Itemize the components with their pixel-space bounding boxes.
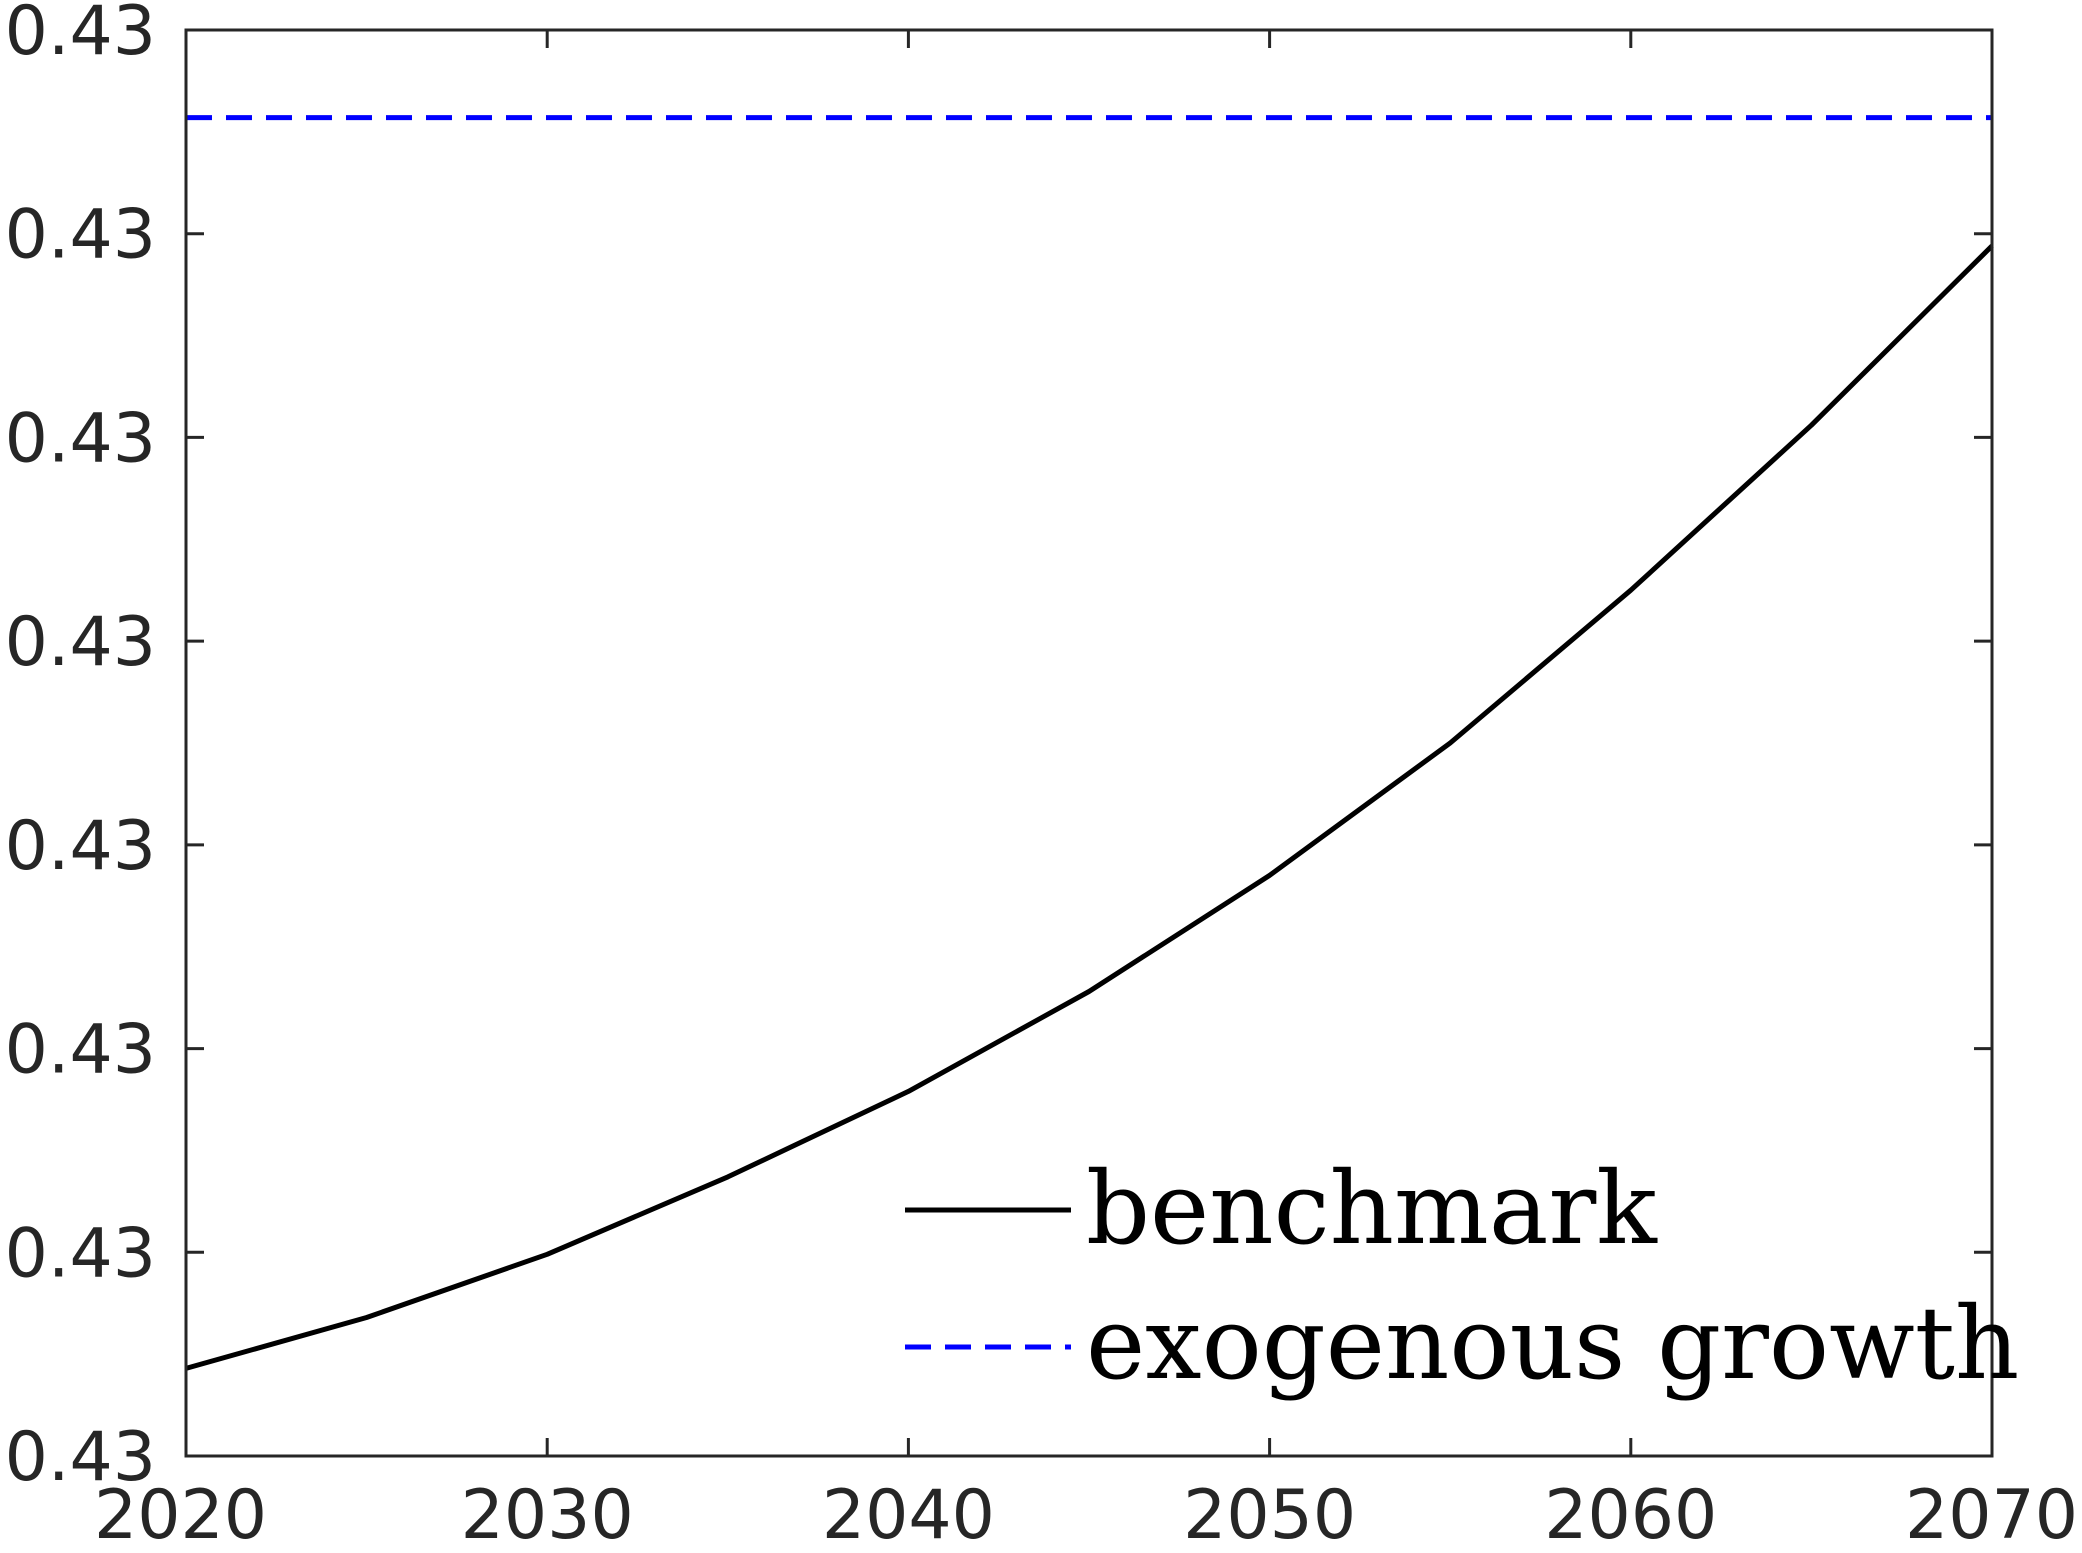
y-tick-label: 0.43 [5, 807, 156, 886]
y-tick-label: 0.43 [5, 603, 156, 682]
y-tick-label: 0.43 [5, 1011, 156, 1090]
y-tick-label: 0.43 [5, 196, 156, 275]
series-line-benchmark [185, 244, 1994, 1371]
x-tick-label: 2040 [822, 1476, 995, 1553]
axes-box [184, 28, 1994, 1458]
legend: benchmark exogenous growth [905, 1150, 2019, 1402]
x-tick-label: 2030 [461, 1476, 634, 1553]
x-tick-label: 2060 [1544, 1476, 1717, 1553]
legend-label-exogenous-growth: exogenous growth [1086, 1285, 2019, 1402]
y-tick-label: 0.43 [5, 0, 156, 71]
legend-label-benchmark: benchmark [1086, 1150, 1658, 1267]
x-tick-label: 2070 [1905, 1476, 2078, 1553]
plot-area [186, 30, 1992, 1456]
series-lines [185, 115, 1994, 1371]
y-tick-label: 0.43 [5, 1214, 156, 1293]
x-tick-label: 2020 [94, 1476, 267, 1553]
y-tick-labels: 0.43 0.43 0.43 0.43 0.43 0.43 0.43 0.43 [5, 0, 156, 1497]
x-tick-label: 2050 [1183, 1476, 1356, 1553]
y-tick-label: 0.43 [5, 1418, 156, 1497]
x-tick-labels: 2020 2030 2040 2050 2060 2070 [94, 1476, 2078, 1553]
y-tick-label: 0.43 [5, 399, 156, 478]
